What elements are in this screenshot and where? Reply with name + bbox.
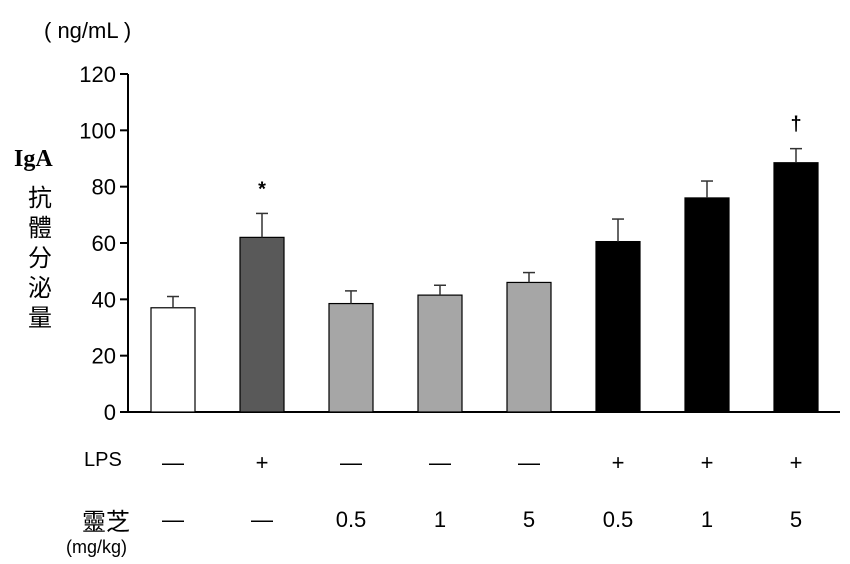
- lps-value: +: [612, 450, 625, 475]
- y-axis-label-en: IgA: [14, 146, 53, 172]
- lps-value: +: [701, 450, 714, 475]
- dose-value: 0.5: [336, 507, 367, 532]
- row-label-lps: LPS: [84, 449, 122, 471]
- dose-value: 5: [523, 507, 535, 532]
- bar: [506, 281, 552, 413]
- significance-marker: *: [258, 178, 266, 200]
- y-tick-label: 100: [79, 118, 116, 143]
- bar: [595, 240, 641, 413]
- y-tick-label: 40: [92, 287, 116, 312]
- dose-value: 1: [701, 507, 713, 532]
- y-axis-label-zh: 抗體分泌量: [28, 184, 52, 332]
- lps-value: —: [518, 450, 540, 475]
- lps-value: —: [162, 450, 184, 475]
- row-sublabel-dose-unit: (mg/kg): [66, 537, 128, 557]
- dose-value: —: [162, 507, 184, 532]
- dose-value: 0.5: [603, 507, 634, 532]
- bar: [773, 162, 819, 413]
- lps-value: —: [340, 450, 362, 475]
- dose-value: —: [251, 507, 273, 532]
- y-tick-label: 120: [79, 62, 116, 87]
- lps-value: +: [256, 450, 269, 475]
- lps-value: —: [429, 450, 451, 475]
- y-tick-label: 60: [92, 231, 116, 256]
- dose-value: 1: [434, 507, 446, 532]
- row-label-lingzhi: 靈芝: [82, 508, 130, 536]
- bar: [328, 302, 374, 413]
- bar: [239, 236, 285, 413]
- bar: [417, 294, 463, 413]
- bar: [684, 197, 730, 413]
- unit-label: ( ng/mL ): [44, 18, 132, 43]
- y-tick-label: 80: [92, 175, 116, 200]
- lps-value: +: [790, 450, 803, 475]
- dose-value: 5: [790, 507, 802, 532]
- bar: [150, 307, 196, 413]
- y-tick-label: 20: [92, 344, 116, 369]
- y-tick-label: 0: [104, 400, 116, 425]
- significance-marker: †: [790, 114, 801, 136]
